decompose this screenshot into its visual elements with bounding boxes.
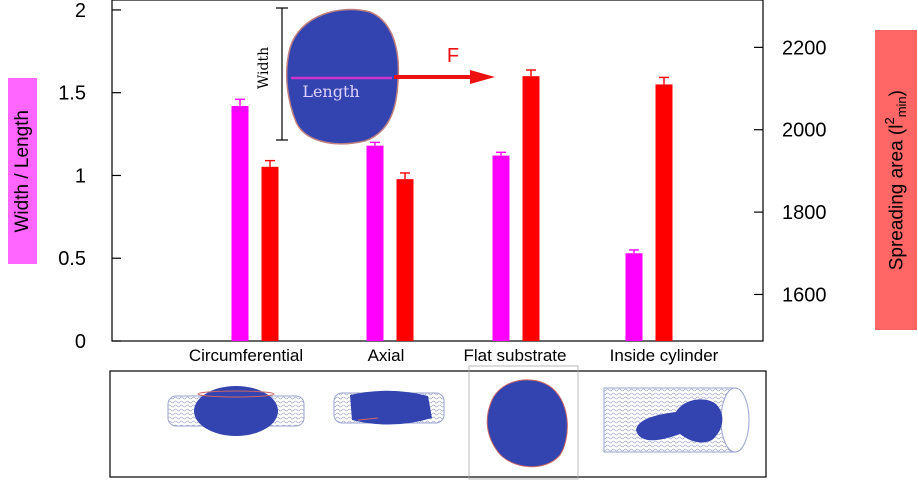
left-tick-label: 1 (75, 165, 86, 187)
plot-frame (111, 0, 764, 342)
left-tick-label: 1.5 (58, 83, 86, 105)
left-axis: 0 0.5 1 1.5 2 (58, 0, 121, 353)
spreading-area-bar (655, 84, 673, 341)
width-length-bar (366, 145, 384, 341)
right-axis-label: Spreading area (l2min) (875, 30, 917, 330)
right-tick-label: 2000 (782, 120, 827, 142)
right-tick-label: 1800 (782, 202, 827, 224)
inset-cell (285, 8, 400, 145)
category-label: Flat substrate (464, 346, 567, 365)
category-label: Axial (368, 346, 405, 365)
bars (231, 69, 673, 342)
force-label: F (447, 45, 459, 67)
left-tick-label: 0.5 (58, 248, 86, 270)
width-label: Width (256, 47, 272, 89)
bottom-panel (109, 370, 767, 478)
length-label: Length (302, 82, 359, 101)
left-tick-label: 0 (75, 331, 86, 353)
width-length-bar (625, 253, 643, 341)
right-tick-label: 1600 (782, 284, 827, 306)
category-labels: Circumferential Axial Flat substrate Inside… (189, 346, 719, 365)
cell-on-flat-substrate-image (468, 365, 579, 480)
inset-cell-diagram: Width Length F (256, 7, 495, 145)
left-tick-label: 2 (75, 0, 86, 22)
left-axis-label: Width / Length (8, 78, 37, 264)
spreading-area-bar (261, 166, 279, 341)
cell-in-cylinder-axial-image (333, 390, 445, 425)
width-length-bar (231, 105, 249, 342)
spreading-area-bar (396, 179, 414, 341)
width-length-bar (492, 155, 510, 341)
right-tick-label: 2200 (782, 37, 827, 59)
cell-inside-cylinder-image (603, 387, 750, 453)
right-axis: 1600 1800 2000 2200 (754, 37, 827, 306)
category-label: Circumferential (189, 346, 303, 365)
category-label: Inside cylinder (610, 346, 719, 365)
cell-in-cylinder-circumferential-image (167, 386, 305, 436)
spreading-area-bar (522, 76, 540, 342)
